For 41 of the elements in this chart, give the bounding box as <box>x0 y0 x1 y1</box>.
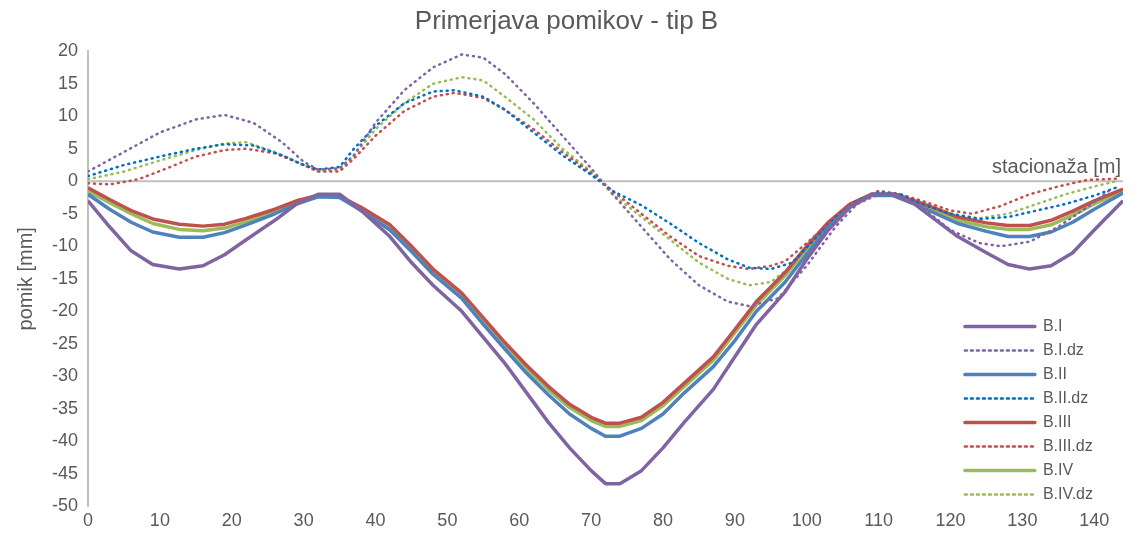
legend-label: B.IV <box>1042 460 1074 478</box>
legend-label: B.I.dz <box>1042 340 1084 358</box>
x-tick-label: 60 <box>509 510 530 531</box>
y-tick-label: -45 <box>52 462 79 483</box>
x-tick-label: 130 <box>1007 510 1038 531</box>
y-tick-label: -10 <box>52 235 79 256</box>
x-tick-label: 30 <box>293 510 314 531</box>
y-tick-label: 0 <box>68 170 79 191</box>
y-tick-label: 20 <box>57 40 79 61</box>
y-axis-title: pomik [mm] <box>13 227 36 331</box>
x-tick-label: 90 <box>724 510 745 531</box>
y-tick-label: 5 <box>68 137 79 158</box>
legend-label: B.III.dz <box>1042 436 1093 454</box>
y-tick-label: -5 <box>62 202 79 223</box>
x-tick-label: 70 <box>581 510 602 531</box>
legend-label: B.II <box>1042 364 1067 382</box>
y-tick-label: -15 <box>52 267 79 288</box>
legend-label: B.I <box>1042 316 1063 334</box>
legend-label: B.III <box>1042 412 1072 430</box>
x-tick-label: 40 <box>365 510 386 531</box>
legend-label: B.IV.dz <box>1042 484 1093 502</box>
x-tick-label: 120 <box>935 510 966 531</box>
y-tick-label: 15 <box>57 72 79 93</box>
x-tick-label: 100 <box>791 510 822 531</box>
x-tick-label: 80 <box>652 510 674 531</box>
y-tick-label: -35 <box>52 397 79 418</box>
chart-title: Primerjava pomikov - tip B <box>414 4 719 35</box>
x-tick-label: 10 <box>149 510 170 531</box>
y-tick-label: -40 <box>52 430 79 451</box>
x-tick-label: 110 <box>864 510 893 531</box>
y-tick-label: 10 <box>57 105 79 126</box>
y-tick-label: -30 <box>52 365 79 386</box>
x-axis-title: stacionaža [m] <box>992 154 1121 177</box>
y-tick-label: -20 <box>52 300 79 321</box>
x-tick-label: 0 <box>83 510 94 531</box>
x-tick-label: 20 <box>221 510 242 531</box>
y-tick-label: -25 <box>52 332 79 353</box>
x-tick-label: 50 <box>437 510 458 531</box>
legend-label: B.II.dz <box>1042 388 1089 406</box>
y-tick-label: -50 <box>52 495 79 516</box>
x-tick-label: 140 <box>1079 510 1110 531</box>
